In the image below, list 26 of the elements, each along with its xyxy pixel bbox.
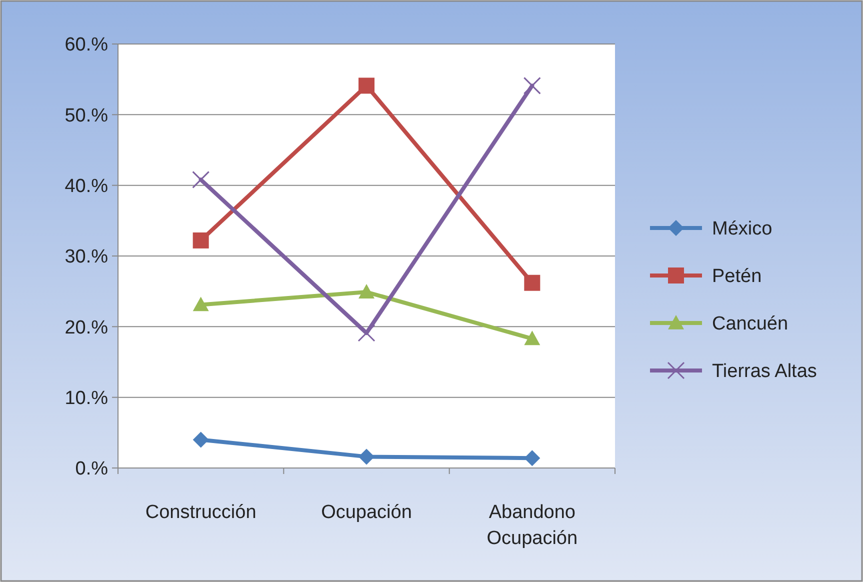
- y-tick-label: 40.%: [64, 176, 108, 197]
- point: [358, 448, 374, 465]
- point: [524, 330, 540, 346]
- point: [358, 284, 374, 298]
- y-tick-label: 0.%: [75, 458, 108, 480]
- y-tick-label: 10.%: [64, 388, 108, 409]
- y-tick-label: 20.%: [64, 317, 108, 338]
- y-tick-label: 30.%: [64, 246, 108, 268]
- point: [524, 450, 540, 466]
- point: [358, 324, 376, 342]
- legend-label: Petén: [712, 266, 762, 288]
- legend-label: México: [712, 218, 772, 240]
- point: [524, 274, 540, 291]
- x-tick-label: Abandono Ocupación: [486, 502, 578, 549]
- point: [523, 76, 541, 94]
- x-tick-label: Ocupación: [321, 502, 412, 523]
- point: [192, 170, 210, 188]
- legend-label: Tierras Altas: [712, 361, 817, 382]
- y-tick-label: 60.%: [64, 34, 108, 56]
- point: [192, 296, 209, 312]
- legend-label: Cancuén: [712, 314, 788, 335]
- point: [192, 232, 209, 248]
- x-tick-label: Construcción: [145, 502, 256, 523]
- point: [192, 432, 209, 448]
- y-tick-label: 50.%: [64, 105, 108, 126]
- point: [358, 78, 374, 94]
